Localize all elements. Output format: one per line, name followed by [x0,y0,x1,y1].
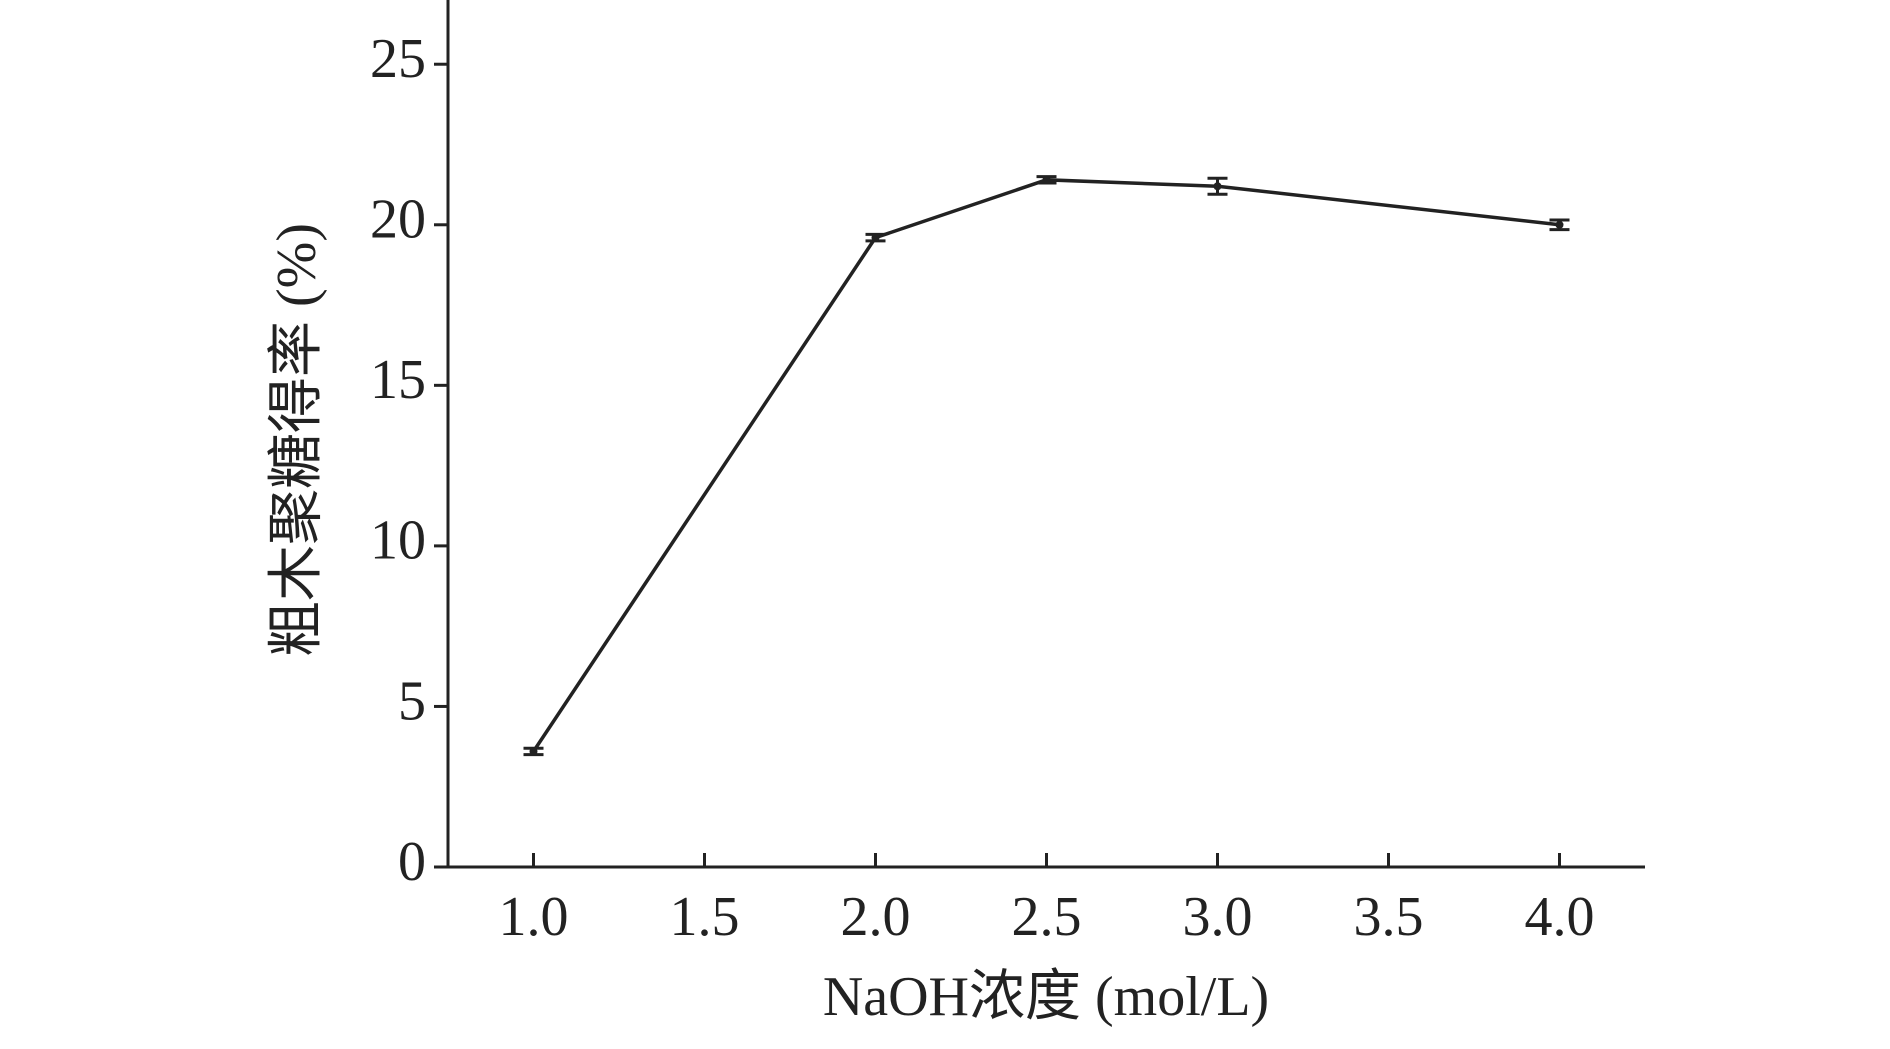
data-point [1042,175,1051,184]
y-tick-label: 20 [370,189,426,251]
x-tick-label: 3.5 [1354,886,1424,948]
y-axis-title: 粗木聚糖得率 (%) [266,223,328,657]
x-tick-label: 3.0 [1183,886,1253,948]
x-tick-label: 4.0 [1525,886,1595,948]
data-point [529,747,538,756]
data-line [532,178,1560,753]
data-point [1555,220,1564,229]
y-tick-label: 10 [370,510,426,572]
x-tick-label: 1.5 [670,886,740,948]
x-tick-label: 2.0 [841,886,911,948]
y-tick-label: 25 [370,28,426,90]
x-axis-title: NaOH浓度 (mol/L) [823,966,1269,1028]
y-tick-label: 0 [398,831,426,893]
data-point [871,233,880,242]
y-tick-label: 15 [370,349,426,411]
x-tick-label: 1.0 [499,886,569,948]
data-point [1213,182,1222,191]
x-tick-label: 2.5 [1012,886,1082,948]
y-tick-label: 5 [398,670,426,732]
